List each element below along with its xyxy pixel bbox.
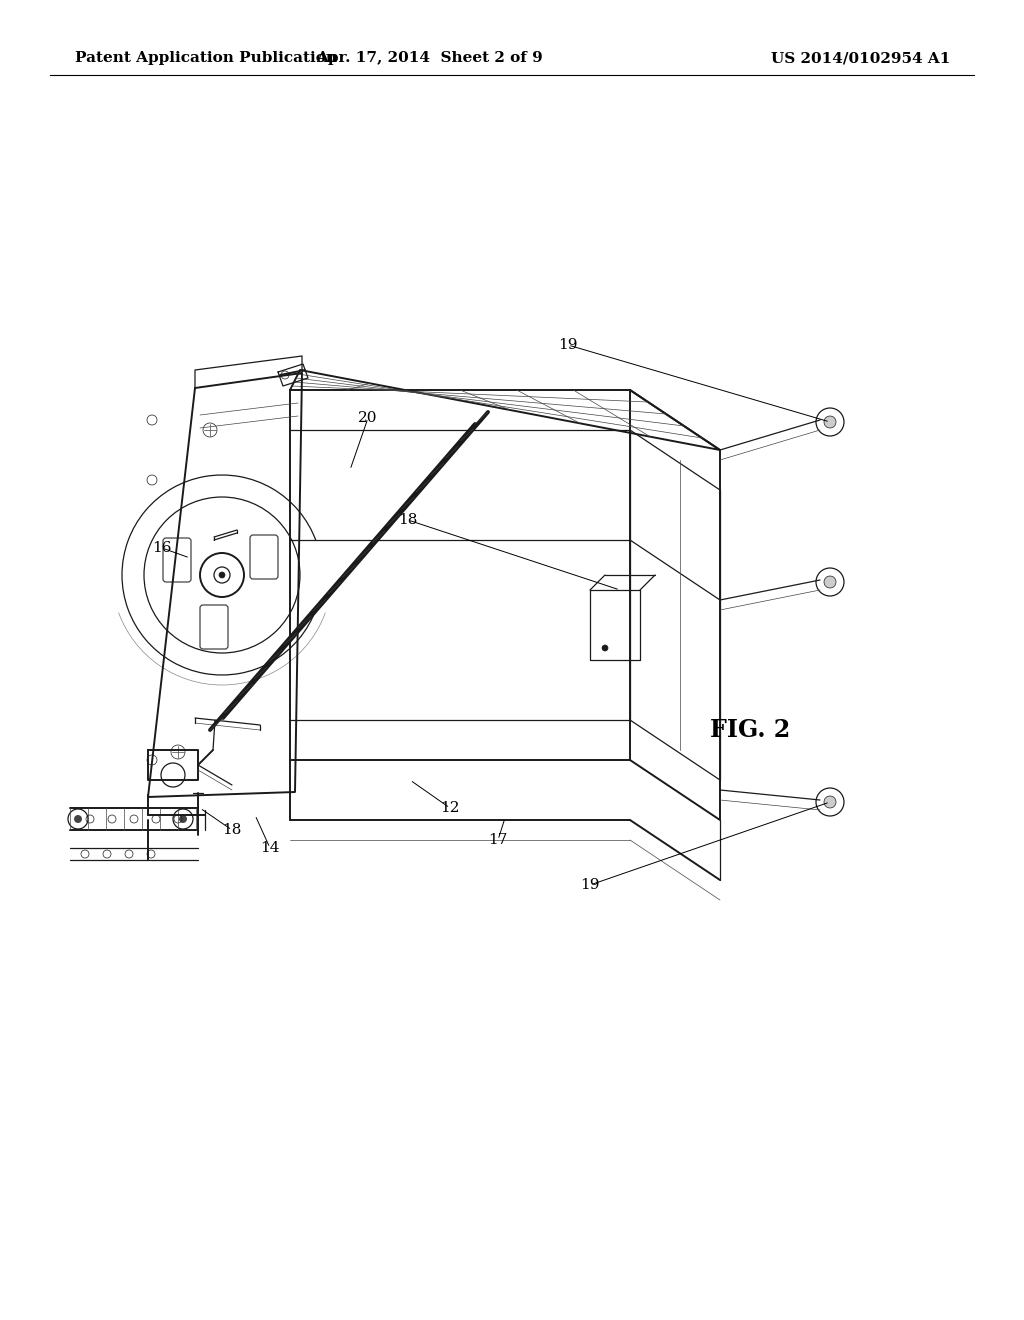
Text: 20: 20 [358, 411, 378, 425]
Text: Patent Application Publication: Patent Application Publication [75, 51, 337, 65]
Circle shape [824, 796, 836, 808]
Circle shape [602, 645, 608, 651]
Text: 18: 18 [222, 822, 242, 837]
Circle shape [824, 576, 836, 587]
Circle shape [219, 572, 225, 578]
Text: FIG. 2: FIG. 2 [710, 718, 791, 742]
Text: Apr. 17, 2014  Sheet 2 of 9: Apr. 17, 2014 Sheet 2 of 9 [316, 51, 544, 65]
Circle shape [75, 816, 81, 822]
Circle shape [180, 816, 186, 822]
Text: US 2014/0102954 A1: US 2014/0102954 A1 [771, 51, 950, 65]
Text: 19: 19 [581, 878, 600, 892]
Text: 16: 16 [153, 541, 172, 554]
Text: 12: 12 [440, 801, 460, 814]
Text: 14: 14 [260, 841, 280, 855]
Circle shape [824, 416, 836, 428]
Text: 18: 18 [398, 513, 418, 527]
Text: 17: 17 [488, 833, 508, 847]
Text: 19: 19 [558, 338, 578, 352]
